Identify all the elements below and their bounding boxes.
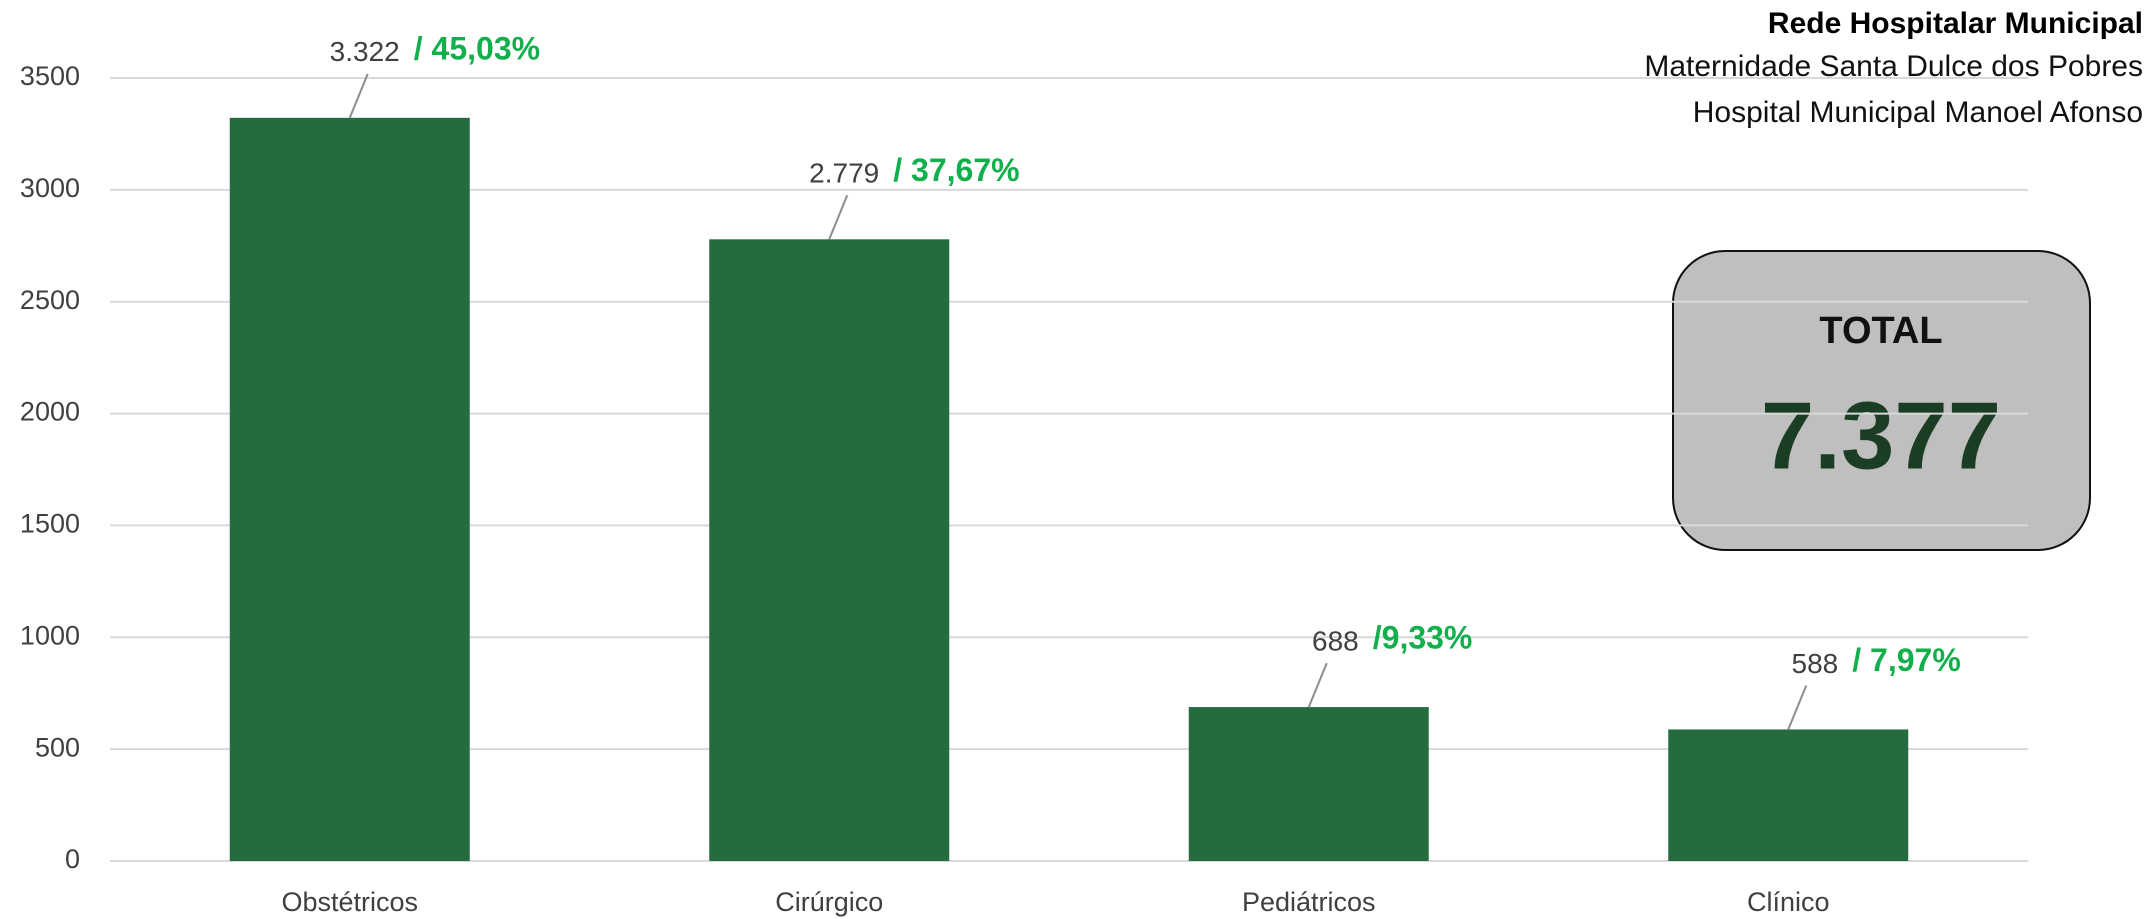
y-tick-label: 500 — [35, 732, 80, 762]
y-tick-label: 3000 — [20, 173, 80, 203]
value-label: 688 — [1312, 625, 1359, 656]
leader-line — [1307, 662, 1328, 708]
bar — [229, 117, 470, 861]
y-tick-label: 1000 — [20, 620, 80, 650]
percent-label: / 45,03% — [414, 30, 540, 66]
leader-line — [1787, 685, 1808, 730]
percent-label: / 37,67% — [893, 152, 1019, 188]
chart-subtitle: Hospital Municipal Manoel Afonso — [1693, 96, 2143, 129]
y-tick-label: 2500 — [20, 285, 80, 315]
bar — [1188, 707, 1429, 861]
y-tick-label: 2000 — [20, 397, 80, 427]
x-tick-label: Clínico — [1747, 887, 1830, 917]
value-label: 3.322 — [330, 36, 400, 67]
x-tick-label: Obstétricos — [281, 887, 418, 917]
leader-line — [348, 73, 369, 119]
leader-line — [828, 194, 849, 240]
value-label: 2.779 — [809, 158, 879, 189]
total-title: TOTAL — [1819, 310, 1942, 352]
total-value: 7.377 — [1761, 382, 2001, 489]
y-tick-label: 1500 — [20, 509, 80, 539]
y-tick-label: 0 — [65, 844, 80, 874]
x-tick-label: Cirúrgico — [775, 887, 883, 917]
x-tick-label: Pediátricos — [1242, 887, 1376, 917]
percent-label: /9,33% — [1373, 620, 1473, 656]
total-box — [1672, 250, 2091, 551]
y-tick-label: 3500 — [20, 61, 80, 91]
chart-title: Rede Hospitalar Municipal — [1768, 7, 2143, 40]
value-label: 588 — [1792, 648, 1839, 679]
bar — [709, 239, 950, 862]
percent-label: / 7,97% — [1852, 642, 1961, 678]
bar — [1668, 729, 1909, 861]
